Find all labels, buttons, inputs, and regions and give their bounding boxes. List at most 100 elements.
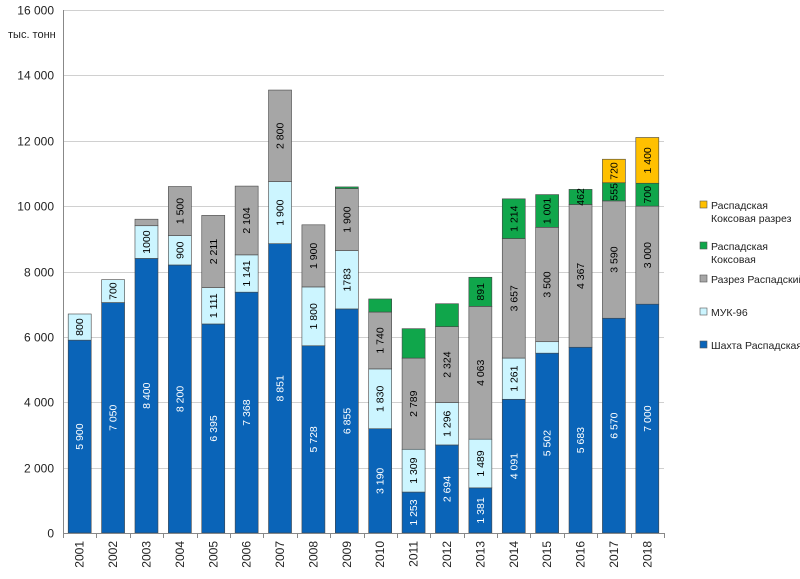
- data-label: 900: [174, 241, 186, 259]
- data-label: 4 063: [475, 359, 487, 385]
- data-label: 8 851: [275, 375, 287, 401]
- bar-segment: [401, 328, 426, 359]
- data-label: 1783: [341, 268, 353, 292]
- data-label: 1 900: [341, 206, 353, 232]
- y-tick-label: 16 000: [17, 4, 54, 18]
- data-label: 7 368: [241, 399, 253, 425]
- data-label: 3 590: [608, 246, 620, 272]
- y-tick-label: 10 000: [17, 200, 54, 214]
- x-tick-label: 2008: [306, 541, 320, 568]
- data-label: 800: [74, 318, 86, 336]
- x-tick-label: 2017: [607, 541, 621, 568]
- data-label: 2 800: [275, 123, 287, 149]
- bar-segment: [368, 298, 392, 313]
- x-tick-label: 2006: [240, 541, 254, 568]
- data-label: 1 489: [475, 450, 487, 476]
- x-tick-label: 2018: [640, 541, 654, 568]
- x-tick-label: 2013: [473, 541, 487, 568]
- data-label: 1 296: [441, 410, 453, 436]
- legend-label: Коксовая разрез: [711, 213, 792, 225]
- data-label: 4 091: [508, 453, 520, 479]
- y-tick-label: 2 000: [24, 462, 54, 476]
- data-label: 1 001: [542, 198, 554, 224]
- data-label: 1 500: [174, 198, 186, 224]
- x-tick-label: 2003: [139, 541, 153, 568]
- legend-label: Распадская: [711, 241, 768, 253]
- bar-segment: [535, 194, 559, 228]
- data-label: 1 261: [508, 365, 520, 391]
- x-tick-label: 2015: [540, 541, 554, 568]
- bar-segment: [635, 137, 660, 184]
- bar-segment: [168, 186, 192, 236]
- legend-label: Коксовая: [711, 254, 756, 266]
- data-label: 555: [608, 183, 620, 201]
- bar-segment: [234, 185, 259, 256]
- data-label: 1000: [141, 230, 153, 254]
- x-tick-label: 2005: [206, 541, 220, 568]
- data-label: 1 740: [375, 327, 387, 353]
- data-label: 6 855: [341, 408, 353, 434]
- data-label: 1 309: [408, 457, 420, 483]
- data-label: 8 200: [174, 386, 186, 412]
- x-tick-label: 2011: [407, 541, 421, 567]
- bar-segment: [268, 89, 292, 182]
- data-label: 7 050: [108, 404, 120, 430]
- x-axis-ticks: 2001 2002 2003 2004 2005 2006 2007 2008 2009 2010…: [63, 533, 665, 568]
- y-tick-label: 14 000: [17, 69, 54, 83]
- bar-segment: [602, 158, 626, 184]
- data-label: 5 502: [542, 430, 554, 456]
- y-tick-label: 6 000: [24, 331, 54, 345]
- bar-segment: [435, 303, 459, 327]
- data-label: 1 111: [208, 293, 220, 318]
- bar-segment: [501, 198, 526, 239]
- data-label: 2 211: [208, 239, 220, 265]
- x-tick-label: 2009: [340, 541, 354, 568]
- y-axis-ticks: 0 2 000 4 000 6 000 8 000 10 000 12 000 14 000 1…: [17, 4, 54, 541]
- data-label: 1 381: [475, 497, 487, 523]
- x-tick-label: 2001: [73, 541, 87, 568]
- x-tick-label: 2004: [173, 541, 187, 568]
- legend-swatch: [699, 307, 708, 316]
- bar-segment: [67, 313, 92, 341]
- data-label: 6 395: [208, 415, 220, 441]
- legend-label: Распадская: [711, 200, 768, 212]
- data-label: 1 800: [308, 303, 320, 329]
- data-label: 1 214: [508, 205, 520, 231]
- y-tick-label: 8 000: [24, 266, 54, 280]
- data-label: 6 570: [608, 412, 620, 438]
- y-tick-label: 4 000: [24, 396, 54, 410]
- y-tick-label: 12 000: [17, 135, 54, 149]
- data-label: 700: [642, 186, 654, 204]
- data-label: 1 141: [241, 260, 253, 286]
- bar-segment: [335, 186, 359, 189]
- data-label: 5 683: [575, 427, 587, 453]
- legend-swatch: [699, 274, 708, 283]
- legend-label: Разрез Распадский: [711, 274, 800, 286]
- data-label: 3 500: [542, 271, 554, 297]
- data-label: 3 657: [508, 285, 520, 311]
- legend-swatch: [699, 340, 708, 349]
- data-label: 720: [608, 162, 620, 180]
- data-label: 4 367: [575, 263, 587, 289]
- data-label: 3 190: [375, 468, 387, 494]
- x-tick-label: 2012: [440, 541, 454, 568]
- x-tick-label: 2016: [574, 541, 588, 568]
- data-label: 1 900: [308, 243, 320, 269]
- data-label: 7 000: [642, 405, 654, 431]
- bar-segment: [568, 189, 593, 205]
- legend-swatch: [699, 200, 708, 209]
- data-label: 2 324: [441, 351, 453, 377]
- bars: 5 900 800 7 050 700 8 400 1000 8 200 900 1 500 6 …: [67, 89, 660, 534]
- bar-segment: [301, 224, 326, 288]
- x-tick-label: 2002: [106, 541, 120, 568]
- data-label: 8 400: [141, 382, 153, 408]
- data-label: 1 830: [375, 386, 387, 412]
- bar-segment: [101, 279, 125, 303]
- data-label: 1 400: [642, 147, 654, 173]
- data-label: 2 694: [441, 476, 453, 502]
- y-axis-unit-label: тыс. тонн: [8, 29, 56, 41]
- data-label: 1 253: [408, 499, 420, 525]
- bar-segment: [535, 341, 559, 354]
